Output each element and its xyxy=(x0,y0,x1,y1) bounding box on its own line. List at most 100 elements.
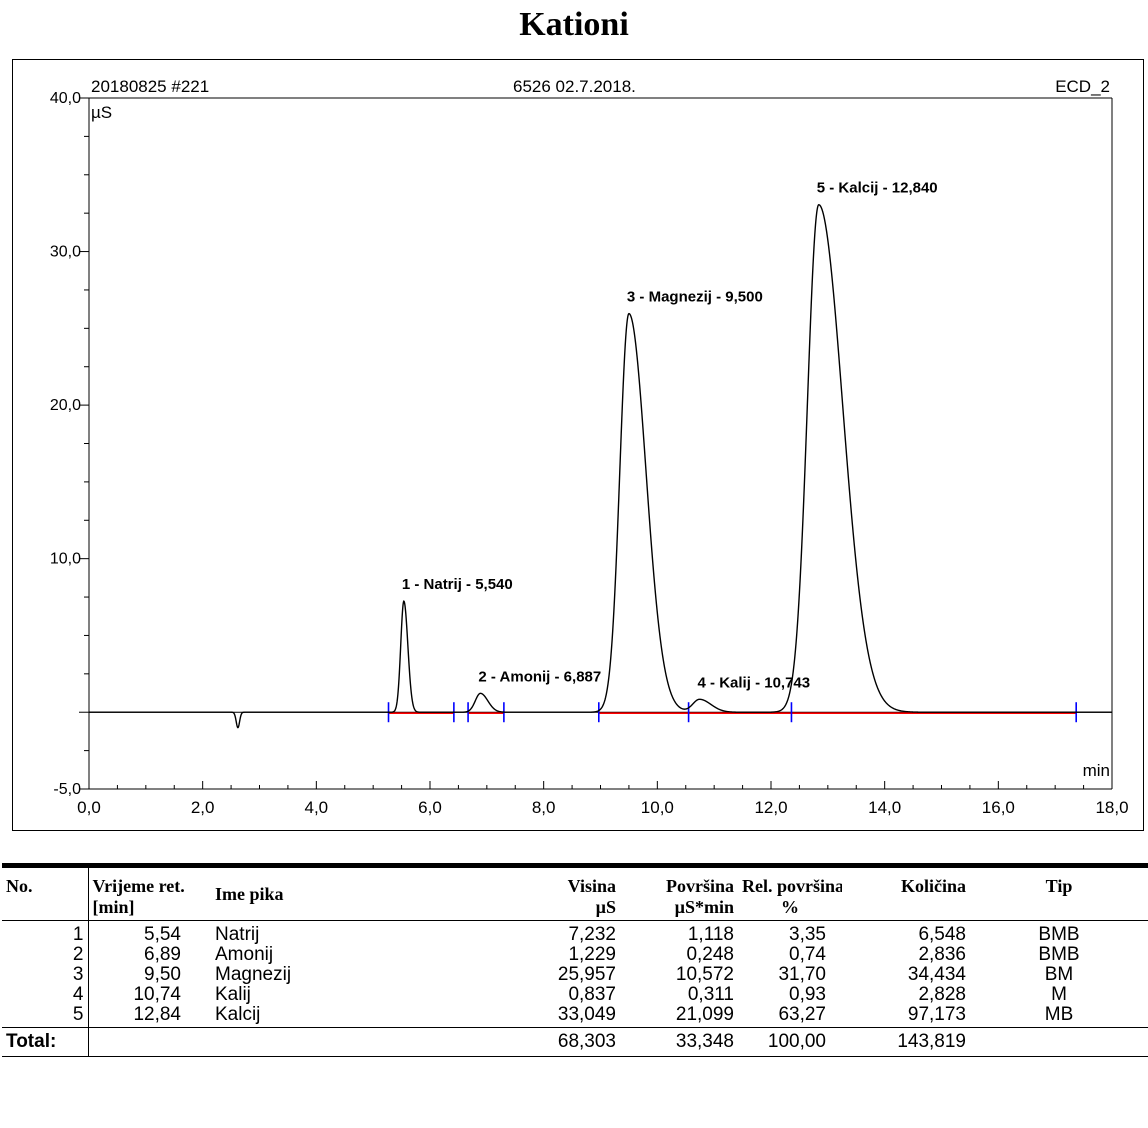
x-tick-label: 18,0 xyxy=(1095,798,1128,817)
x-tick-label: 14,0 xyxy=(868,798,901,817)
cell-no: 5 xyxy=(2,1005,89,1028)
cell-name: Kalcij xyxy=(215,1005,261,1025)
cell-rt: 12,84 xyxy=(133,1005,181,1025)
x-tick-label: 8,0 xyxy=(532,798,556,817)
chromatogram-trace xyxy=(89,204,1112,729)
cell-rt: 10,74 xyxy=(133,985,181,1005)
col-header-area: Površina µS*min xyxy=(620,865,738,921)
col-header-no: No. xyxy=(2,865,89,921)
cell-area: 0,248 xyxy=(686,945,734,965)
table-row: 1 5,54 Natrij 7,232 1,118 3,35 6,548 BMB xyxy=(2,920,1148,945)
peak-label: 4 - Kalij - 10,743 xyxy=(698,674,811,691)
chart-header-left: 20180825 #221 xyxy=(91,77,209,96)
col-header-rel-area-label: Rel. površina xyxy=(742,876,842,896)
cell-type: MB xyxy=(1044,1005,1074,1025)
x-axis-unit-label: min xyxy=(1083,761,1110,780)
cell-rt: 6,89 xyxy=(144,945,181,965)
cell-amount: 6,548 xyxy=(918,924,966,945)
peak-labels: 1 - Natrij - 5,540 2 - Amonij - 6,887 3 - … xyxy=(402,180,938,692)
total-amount: 143,819 xyxy=(842,1027,970,1057)
peak-label: 1 - Natrij - 5,540 xyxy=(402,576,513,593)
col-header-area-unit: µS*min xyxy=(674,897,734,917)
col-header-area-label: Površina xyxy=(665,876,734,896)
col-header-rel-area-unit: % xyxy=(781,897,799,917)
cell-type: M xyxy=(1051,985,1067,1005)
total-label: Total: xyxy=(2,1027,89,1057)
col-header-rel-area: Rel. površina % xyxy=(738,865,842,921)
col-header-peak-name: Ime pika xyxy=(211,865,507,921)
table-header-row: No. Vrijeme ret. [min] Ime pika Visina µ… xyxy=(2,865,1148,921)
cell-rt: 5,54 xyxy=(144,924,181,945)
x-tick-label: 2,0 xyxy=(191,798,215,817)
cell-type: BM xyxy=(1044,965,1074,985)
table-row: 4 10,74 Kalij 0,837 0,311 0,93 2,828 M xyxy=(2,985,1148,1005)
table-row: 2 6,89 Amonij 1,229 0,248 0,74 2,836 BMB xyxy=(2,945,1148,965)
y-tick-label: 40,0 xyxy=(50,90,81,107)
peak-label: 2 - Amonij - 6,887 xyxy=(478,668,601,685)
col-header-rt-unit: [min] xyxy=(92,897,135,917)
table-row: 5 12,84 Kalcij 33,049 21,099 63,27 97,173 MB xyxy=(2,1005,1148,1028)
total-cell-empty-rt xyxy=(88,1027,211,1057)
cell-type: BMB xyxy=(1038,924,1080,945)
total-cell-empty-type xyxy=(970,1027,1148,1057)
cell-amount: 34,434 xyxy=(907,965,966,985)
cell-area: 10,572 xyxy=(675,965,734,985)
cell-height: 0,837 xyxy=(568,985,616,1005)
y-tick-label: 10,0 xyxy=(50,551,81,568)
y-axis-unit-label: µS xyxy=(91,103,112,122)
y-tick-label: 20,0 xyxy=(50,397,81,414)
cell-height: 25,957 xyxy=(557,965,616,985)
chart-header-center: 6526 02.7.2018. xyxy=(513,77,636,96)
x-tick-label: 6,0 xyxy=(418,798,442,817)
cell-no: 1 xyxy=(2,920,89,945)
col-header-amount: Količina xyxy=(842,865,970,921)
total-cell-empty-name xyxy=(211,1027,507,1057)
x-tick-label: 12,0 xyxy=(754,798,787,817)
cell-no: 2 xyxy=(2,945,89,965)
cell-rel-area: 0,93 xyxy=(789,985,826,1005)
cell-area: 21,099 xyxy=(675,1005,734,1025)
y-tick-label: 30,0 xyxy=(50,244,81,261)
x-tick-label: 4,0 xyxy=(305,798,329,817)
total-rel-area: 100,00 xyxy=(738,1027,842,1057)
cell-height: 7,232 xyxy=(568,924,616,945)
cell-height: 1,229 xyxy=(568,945,616,965)
cell-height: 33,049 xyxy=(557,1005,616,1025)
x-tick-label: 0,0 xyxy=(77,798,101,817)
trace-group xyxy=(89,204,1112,729)
x-tick-label: 10,0 xyxy=(641,798,674,817)
cell-type: BMB xyxy=(1038,945,1080,965)
peak-results-table: No. Vrijeme ret. [min] Ime pika Visina µ… xyxy=(2,863,1148,1057)
cell-area: 1,118 xyxy=(687,924,734,945)
col-header-type: Tip xyxy=(970,865,1148,921)
cell-area: 0,311 xyxy=(687,985,734,1005)
table-total-row: Total: 68,303 33,348 100,00 143,819 xyxy=(2,1027,1148,1057)
cell-rel-area: 31,70 xyxy=(778,965,826,985)
cell-no: 3 xyxy=(2,965,89,985)
cell-amount: 97,173 xyxy=(907,1005,966,1025)
chromatogram-panel: 20180825 #221 6526 02.7.2018. ECD_2 µS m… xyxy=(12,59,1144,831)
col-header-height-unit: µS xyxy=(595,897,616,917)
cell-name: Natrij xyxy=(215,924,260,945)
cell-rel-area: 0,74 xyxy=(789,945,826,965)
cell-name: Magnezij xyxy=(215,965,292,985)
cell-name: Amonij xyxy=(215,945,274,965)
total-height: 68,303 xyxy=(507,1027,620,1057)
cell-rel-area: 3,35 xyxy=(789,924,826,945)
total-area: 33,348 xyxy=(620,1027,738,1057)
axes-group: -5,0 10,0 20,0 30,0 40,0 0,0 2,0 4,0 6,0 8,0 10,0 1… xyxy=(50,90,1129,817)
chart-header-right: ECD_2 xyxy=(1055,77,1110,96)
col-header-height: Visina µS xyxy=(507,865,620,921)
integration-markers xyxy=(387,702,1077,723)
chromatogram-chart: 20180825 #221 6526 02.7.2018. ECD_2 µS m… xyxy=(50,77,1129,817)
cell-name: Kalij xyxy=(215,985,251,1005)
col-header-retention-time: Vrijeme ret. [min] xyxy=(88,865,211,921)
x-tick-label: 16,0 xyxy=(982,798,1015,817)
col-header-rt-label: Vrijeme ret. xyxy=(92,876,185,896)
cell-amount: 2,836 xyxy=(918,945,966,965)
page-title: Kationi xyxy=(519,6,629,43)
col-header-height-label: Visina xyxy=(567,876,616,896)
cell-rt: 9,50 xyxy=(144,965,181,985)
cell-no: 4 xyxy=(2,985,89,1005)
cell-rel-area: 63,27 xyxy=(778,1005,826,1025)
